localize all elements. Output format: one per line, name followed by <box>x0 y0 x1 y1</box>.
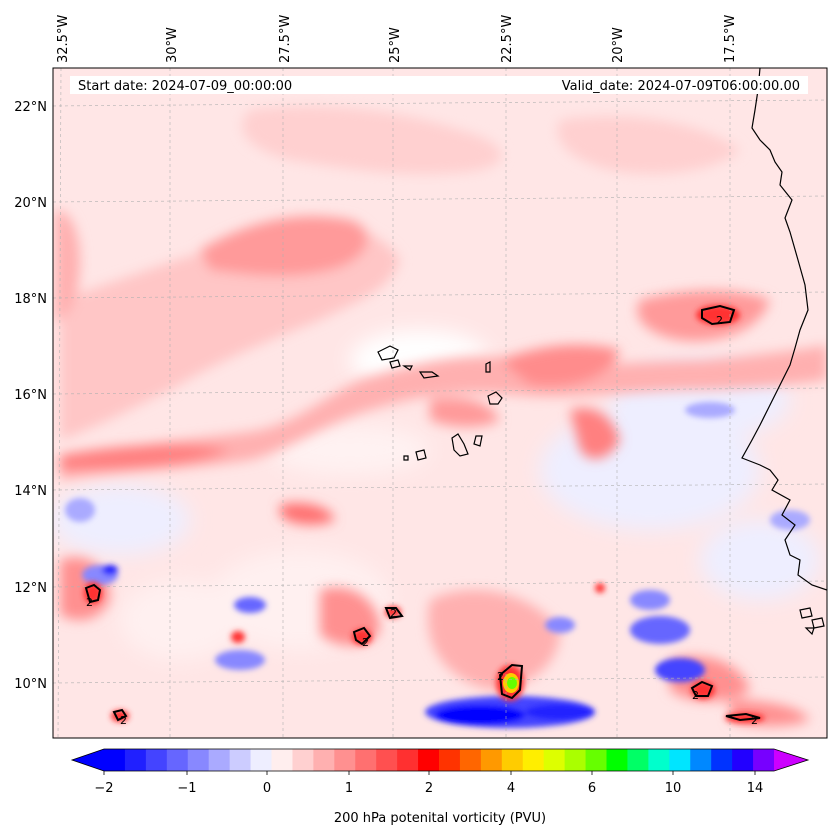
colorbar-bin <box>334 749 356 771</box>
lat-label: 22°N <box>14 100 47 115</box>
colorbar-bin <box>480 749 503 771</box>
contour-label: 2 <box>362 636 369 649</box>
colorbar-bin <box>690 749 712 771</box>
contour-label: 2 <box>716 314 723 327</box>
contour-label: 2 <box>751 714 758 727</box>
colorbar-bin <box>104 749 126 771</box>
colorbar-bin <box>292 749 314 771</box>
pv-2-contours <box>84 304 761 722</box>
lat-label: 10°N <box>14 677 47 692</box>
colorbar-under-arrow <box>72 749 104 771</box>
cape-verde-boa-vista <box>487 391 503 405</box>
lon-label: 17.5°W <box>723 15 738 63</box>
colorbar-bin <box>418 749 440 771</box>
date-banner <box>70 76 808 94</box>
pv-field: 2 2 2 2 2 2 2 2 <box>53 68 827 738</box>
colorbar-bin <box>522 749 545 771</box>
contour-label: 2 <box>497 670 504 683</box>
colorbar-bin <box>166 749 189 771</box>
colorbar-tick-label: 0 <box>263 781 271 796</box>
colorbar-over-arrow <box>774 749 808 771</box>
colorbar-bin <box>627 749 649 771</box>
colorbar-bin <box>250 749 272 771</box>
colorbar-bins <box>104 749 775 771</box>
cape-verde-fogo <box>415 449 427 461</box>
gridlines <box>53 68 827 738</box>
lon-label: 30°W <box>165 27 180 63</box>
colorbar-tick-label: 4 <box>507 781 515 796</box>
cape-verde-brava <box>403 455 409 461</box>
colorbar-tick-label: 10 <box>665 781 682 796</box>
colorbar-bin <box>711 749 733 771</box>
colorbar-bin <box>397 749 419 771</box>
lon-label: 32.5°W <box>56 15 71 63</box>
lon-label: 22.5°W <box>500 15 515 63</box>
colorbar-tick-label: 14 <box>747 781 764 796</box>
colorbar-bin <box>187 749 210 771</box>
lat-label: 18°N <box>14 292 47 307</box>
start-date-label: Start date: 2024-07-09_00:00:00 <box>78 79 292 94</box>
longitude-labels: 32.5°W 30°W 27.5°W 25°W 22.5°W 20°W 17.5… <box>56 15 738 63</box>
colorbar: −2 −1 0 1 2 4 6 10 14 200 hPa potenital … <box>70 748 810 826</box>
map-frame <box>52 67 828 739</box>
colorbar-bin <box>585 749 607 771</box>
colorbar-bin <box>753 749 775 771</box>
cape-verde-sao-vicente <box>389 359 401 369</box>
colorbar-bin <box>501 749 524 771</box>
colorbar-title: 200 hPa potenital vorticity (PVU) <box>334 811 546 826</box>
colorbar-tick-label: 1 <box>345 781 353 796</box>
colorbar-bin <box>564 749 587 771</box>
contour-label: 2 <box>86 596 93 609</box>
colorbar-tick-label: 6 <box>588 781 596 796</box>
colorbar-bin <box>732 749 754 771</box>
lon-label: 20°W <box>611 27 626 63</box>
colorbar-ticks <box>103 771 756 775</box>
colorbar-tick-labels: −2 −1 0 1 2 4 6 10 14 <box>94 781 763 796</box>
colorbar-bin <box>355 749 377 771</box>
colorbar-bin <box>669 749 691 771</box>
colorbar-bin <box>124 749 147 771</box>
contour-label: 2 <box>120 714 127 727</box>
lat-label: 20°N <box>14 196 47 211</box>
contour-labels: 2 2 2 2 2 2 2 2 <box>86 314 758 727</box>
latitude-labels: 22°N 20°N 18°N 16°N 14°N 12°N 10°N <box>14 100 47 692</box>
cape-verde-santo-antao <box>377 345 399 361</box>
valid-date-label: Valid_date: 2024-07-09T06:00:00.00 <box>562 79 800 94</box>
colorbar-bin <box>439 749 461 771</box>
lat-label: 14°N <box>14 484 47 499</box>
cape-verde-santiago <box>451 433 469 457</box>
colorbar-bin <box>145 749 168 771</box>
colorbar-bin <box>543 749 566 771</box>
lon-label: 25°W <box>388 27 403 63</box>
cape-verde-maio <box>473 435 483 447</box>
colorbar-bin <box>459 749 482 771</box>
colorbar-tick-label: −2 <box>94 781 113 796</box>
bissagos-islands <box>799 607 825 636</box>
lat-label: 12°N <box>14 581 47 596</box>
lat-label: 16°N <box>14 388 47 403</box>
colorbar-bin <box>229 749 252 771</box>
contour-label: 2 <box>390 607 397 620</box>
colorbar-tick-label: 2 <box>425 781 433 796</box>
cape-verde-sal <box>485 361 491 373</box>
contour-label: 2 <box>692 689 699 702</box>
colorbar-bin <box>648 749 670 771</box>
lon-label: 27.5°W <box>278 15 293 63</box>
colorbar-bin <box>606 749 628 771</box>
africa-coastline <box>741 68 827 591</box>
cape-verde-sao-nicolau <box>418 371 440 379</box>
colorbar-tick-label: −1 <box>177 781 196 796</box>
cape-verde-santa-luzia <box>402 365 413 371</box>
negative-pv-patches <box>65 402 810 728</box>
colorbar-bin <box>208 749 231 771</box>
colorbar-bin <box>376 749 398 771</box>
colorbar-bin <box>313 749 335 771</box>
colorbar-bin <box>271 749 293 771</box>
coastlines <box>377 68 827 636</box>
